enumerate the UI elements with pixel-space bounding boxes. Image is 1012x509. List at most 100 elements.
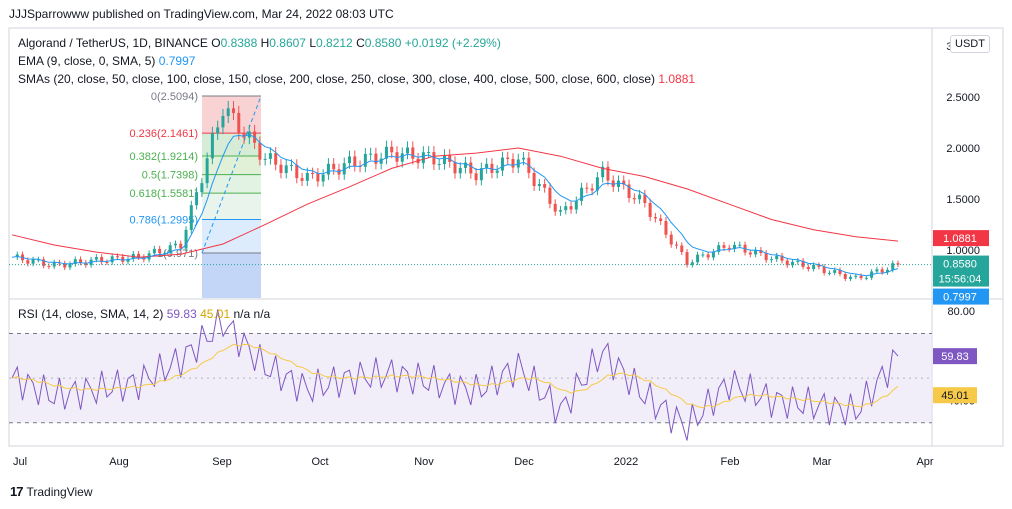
candle-body: [110, 256, 114, 263]
candle-body: [15, 254, 19, 258]
rsi-sma-line: [11, 343, 899, 409]
candle-body: [305, 173, 309, 181]
candle-body: [606, 166, 610, 181]
countdown-badge: 15:56:04: [939, 274, 982, 286]
legend-change: +0.0192 (+2.29%): [404, 36, 501, 50]
tradingview-logo[interactable]: 17 TradingView: [10, 484, 93, 499]
candle-body: [590, 188, 594, 191]
last-price-badge: 0.8580: [943, 259, 977, 271]
candle-body: [31, 259, 35, 264]
candle-body: [210, 133, 214, 159]
candle-body: [163, 252, 167, 254]
fib-level-label: 0.786(1.2995): [130, 215, 199, 227]
candle-body: [63, 263, 67, 268]
candle-body: [442, 155, 446, 165]
candle-body: [775, 255, 779, 260]
candle-body: [717, 245, 721, 252]
fib-zone: [202, 193, 261, 220]
candle-body: [601, 166, 605, 178]
candle-body: [290, 164, 294, 166]
rsi-sma-badge-bg: [933, 387, 977, 404]
price-axis-label: 1.5000: [946, 194, 980, 206]
legend-sma-label: SMAs (20, close, 50, close, 100, close, …: [18, 72, 656, 86]
candle-body: [817, 265, 821, 267]
candle-body: [706, 254, 710, 258]
candle-body: [764, 253, 768, 261]
fib-level-label: 0.618(1.5581): [130, 188, 199, 200]
legend-h-value: 0.8607: [269, 36, 306, 50]
candle-body: [643, 194, 647, 203]
time-axis-label: Dec: [514, 456, 534, 468]
candle-body: [648, 202, 652, 218]
ema-line: [11, 134, 899, 277]
time-axis-label: 2022: [614, 456, 638, 468]
time-axis-label: Aug: [109, 456, 129, 468]
fib-level-label: 0.382(1.9214): [130, 151, 199, 163]
time-axis-label: Feb: [721, 456, 740, 468]
candle-body: [474, 173, 478, 181]
candle-body: [733, 244, 737, 250]
rsi-axis-label: 80.00: [947, 306, 975, 318]
candle-body: [627, 184, 631, 198]
candle-body: [711, 251, 715, 258]
candle-body: [105, 262, 109, 264]
candle-body: [796, 260, 800, 262]
time-axis-label: Jul: [13, 456, 27, 468]
candle-body: [226, 108, 230, 117]
candle-body: [152, 248, 156, 254]
candle-body: [769, 259, 773, 261]
fib-zone: [202, 96, 261, 134]
price-axis-label: 2.5000: [946, 92, 980, 104]
candle-body: [205, 158, 209, 184]
legend-symbol-row: Algorand / TetherUS, 1D, BINANCE O0.8388…: [18, 36, 501, 50]
candle-body: [875, 269, 879, 272]
candle-body: [263, 158, 267, 160]
last-price-badge-bg: [933, 255, 989, 272]
candle-body: [680, 245, 684, 253]
candle-body: [595, 177, 599, 191]
candle-body: [585, 187, 589, 189]
candle-body: [748, 252, 752, 255]
candle-body: [342, 163, 346, 175]
currency-button[interactable]: USDT: [950, 35, 990, 53]
candle-body: [100, 257, 104, 263]
legend-ema-value: 0.7997: [158, 54, 196, 68]
candle-body: [791, 261, 795, 266]
fib-zone: [202, 133, 261, 157]
candle-body: [395, 152, 399, 162]
countdown-badge-bg: [933, 270, 989, 287]
candle-body: [400, 153, 404, 162]
legend-rsi-label: RSI (14, close, SMA, 14, 2): [18, 307, 164, 321]
candle-body: [321, 174, 325, 182]
candle-body: [548, 187, 552, 204]
sma-price-badge-bg: [933, 230, 989, 247]
candle-body: [537, 184, 541, 187]
legend-rsi-value: 59.83: [166, 307, 197, 321]
candle-body: [833, 269, 837, 273]
candle-body: [611, 180, 615, 187]
candle-body: [42, 259, 46, 266]
candle-body: [843, 274, 847, 279]
candle-body: [574, 200, 578, 210]
candle-body: [158, 248, 162, 253]
candle-body: [179, 243, 183, 249]
candle-body: [490, 163, 494, 173]
candle-body: [553, 203, 557, 212]
candle-body: [827, 272, 831, 274]
candle-body: [353, 156, 357, 167]
candle-body: [411, 147, 415, 159]
candle-body: [79, 259, 83, 263]
candle-body: [232, 108, 235, 113]
candle-body: [242, 133, 246, 138]
candle-body: [754, 250, 758, 255]
candle-body: [806, 266, 810, 269]
candle-body: [311, 173, 315, 174]
legend-ema-label: EMA (9, close, 0, SMA, 5): [18, 54, 156, 68]
candle-body: [632, 197, 636, 200]
candle-body: [458, 167, 462, 174]
candle-body: [885, 269, 889, 273]
candle-body: [332, 163, 336, 170]
legend-c-label: C: [356, 36, 365, 50]
candle-body: [437, 164, 441, 166]
